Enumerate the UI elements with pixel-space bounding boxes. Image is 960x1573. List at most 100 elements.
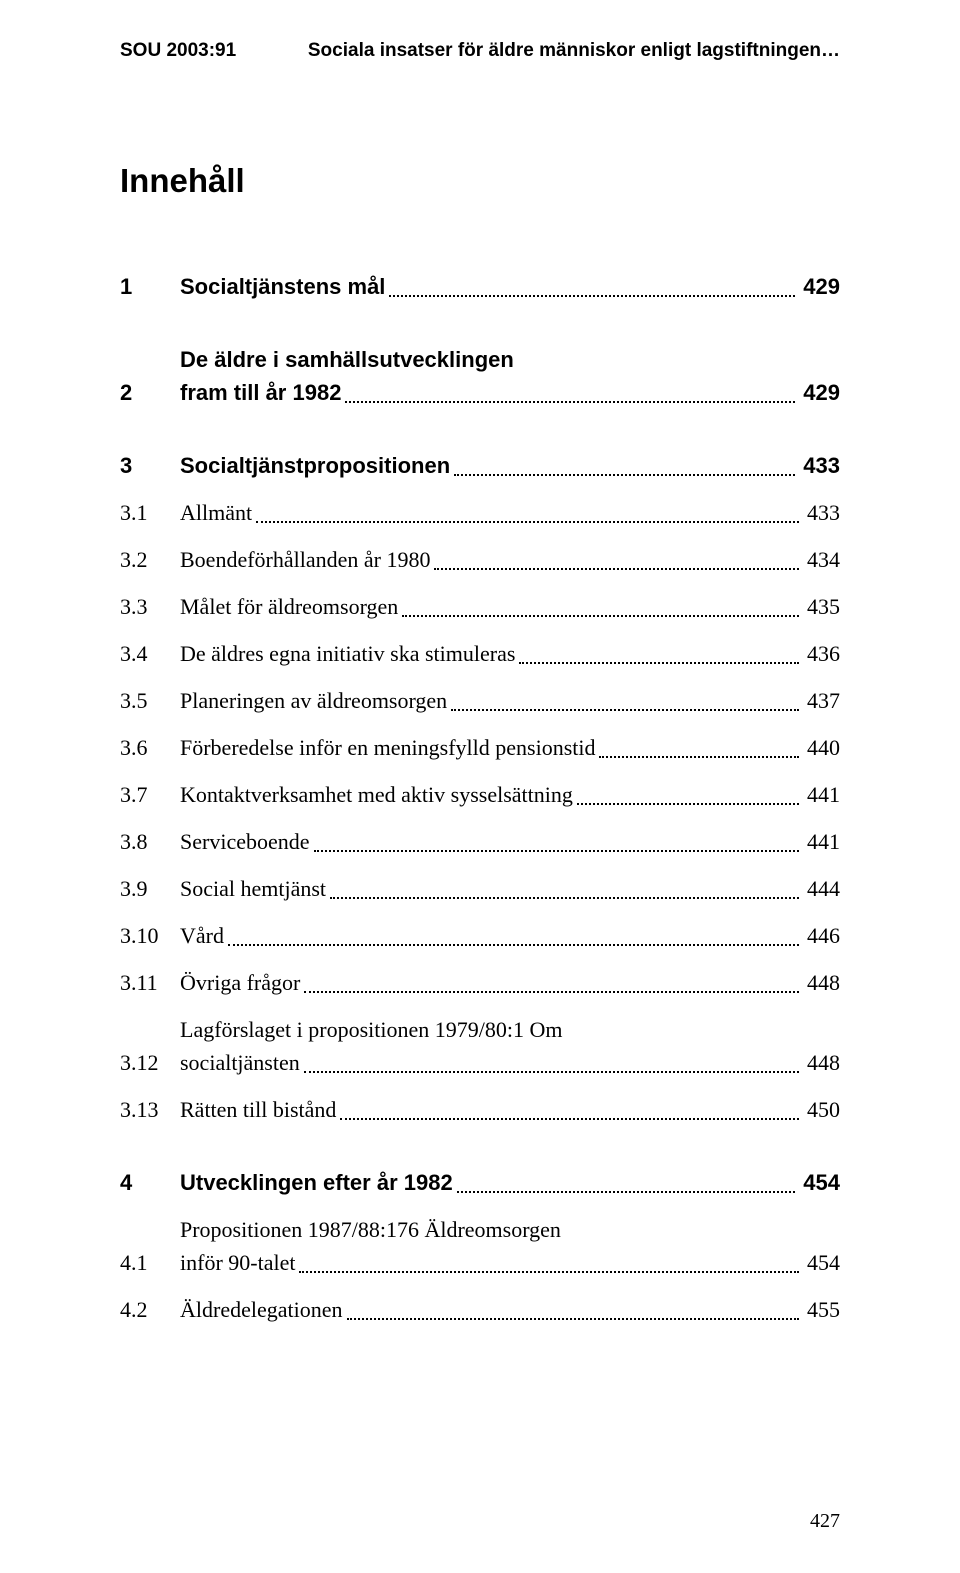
toc-leader: [599, 756, 799, 758]
toc-title: Allmänt: [180, 496, 252, 529]
toc-title-wrap: Allmänt 433: [180, 496, 840, 529]
toc-number: 3.8: [120, 825, 180, 858]
toc-title-wrap: Serviceboende 441: [180, 825, 840, 858]
toc-leader: [330, 897, 799, 899]
toc-title-lastline: socialtjänsten 448: [180, 1046, 840, 1079]
toc-title-lastline: fram till år 1982429: [180, 376, 840, 409]
toc-leader: [347, 1318, 800, 1320]
toc-page: 440: [803, 731, 840, 764]
toc-leader: [451, 709, 799, 711]
toc-page: 448: [803, 966, 840, 999]
toc-page: 437: [803, 684, 840, 717]
toc-leader: [454, 474, 795, 476]
toc-row: 4.2Äldredelegationen455: [120, 1293, 840, 1326]
toc-leader: [457, 1191, 796, 1193]
toc-row: 1Socialtjänstens mål429: [120, 270, 840, 303]
toc-title-wrap: Social hemtjänst444: [180, 872, 840, 905]
toc-leader: [314, 850, 800, 852]
toc-title-wrap: Äldredelegationen 455: [180, 1293, 840, 1326]
toc-leader: [299, 1271, 799, 1273]
toc-row: 2De äldre i samhällsutvecklingenfram til…: [120, 343, 840, 409]
toc-title: Kontaktverksamhet med aktiv sysselsättni…: [180, 778, 573, 811]
toc-number: 3.5: [120, 684, 180, 717]
toc-page: 433: [799, 449, 840, 482]
toc-leader: [389, 295, 795, 297]
toc-number: 3.4: [120, 637, 180, 670]
toc-row: 3.5Planeringen av äldreomsorgen437: [120, 684, 840, 717]
toc-page: 448: [803, 1046, 840, 1079]
toc-row: 3.10Vård446: [120, 919, 840, 952]
toc-number: 4.1: [120, 1246, 180, 1279]
toc-title-wrap: Socialtjänstens mål 429: [180, 270, 840, 303]
toc-page: 436: [803, 637, 840, 670]
toc-page: 435: [803, 590, 840, 623]
toc: 1Socialtjänstens mål4292De äldre i samhä…: [120, 270, 840, 1326]
toc-title: Socialtjänstens mål: [180, 270, 385, 303]
toc-page: 433: [803, 496, 840, 529]
toc-title-line2: socialtjänsten: [180, 1046, 300, 1079]
toc-title-wrap: De äldre i samhällsutvecklingenfram till…: [180, 343, 840, 409]
toc-row: 3.9Social hemtjänst444: [120, 872, 840, 905]
toc-title: Övriga frågor: [180, 966, 300, 999]
toc-title-wrap: Förberedelse inför en meningsfylld pensi…: [180, 731, 840, 764]
toc-row: 3Socialtjänstpropositionen433: [120, 449, 840, 482]
toc-page: 455: [803, 1293, 840, 1326]
toc-title-wrap: Planeringen av äldreomsorgen437: [180, 684, 840, 717]
toc-title-line2: inför 90-talet: [180, 1246, 295, 1279]
toc-title: Förberedelse inför en meningsfylld pensi…: [180, 731, 595, 764]
toc-title-wrap: Lagförslaget i propositionen 1979/80:1 O…: [180, 1013, 840, 1079]
toc-title-line1: De äldre i samhällsutvecklingen: [180, 343, 840, 376]
toc-title: Social hemtjänst: [180, 872, 326, 905]
toc-title: Vård: [180, 919, 224, 952]
toc-leader: [345, 401, 795, 403]
toc-title-line1: Propositionen 1987/88:176 Äldreomsorgen: [180, 1213, 840, 1246]
toc-title-wrap: Målet för äldreomsorgen435: [180, 590, 840, 623]
toc-title-wrap: Övriga frågor 448: [180, 966, 840, 999]
toc-number: 3.11: [120, 966, 180, 999]
toc-title: Boendeförhållanden år 1980: [180, 543, 430, 576]
page: SOU 2003:91 Sociala insatser för äldre m…: [0, 0, 960, 1573]
toc-number: 3.3: [120, 590, 180, 623]
toc-title: De äldres egna initiativ ska stimuleras: [180, 637, 515, 670]
toc-title-line1: Lagförslaget i propositionen 1979/80:1 O…: [180, 1013, 840, 1046]
toc-number: 3: [120, 449, 180, 482]
toc-page: 441: [803, 778, 840, 811]
toc-title-line2: fram till år 1982: [180, 376, 341, 409]
toc-page: 441: [803, 825, 840, 858]
toc-leader: [304, 1071, 799, 1073]
toc-row: 3.7Kontaktverksamhet med aktiv sysselsät…: [120, 778, 840, 811]
toc-row: 3.8Serviceboende 441: [120, 825, 840, 858]
toc-title-wrap: Utvecklingen efter år 1982454: [180, 1166, 840, 1199]
toc-leader: [402, 615, 799, 617]
toc-row: 4.1Propositionen 1987/88:176 Äldreomsorg…: [120, 1213, 840, 1279]
toc-number: 3.7: [120, 778, 180, 811]
toc-title-wrap: Propositionen 1987/88:176 Äldreomsorgeni…: [180, 1213, 840, 1279]
toc-leader: [256, 521, 799, 523]
toc-page: 446: [803, 919, 840, 952]
header-left: SOU 2003:91: [120, 40, 236, 62]
running-header: SOU 2003:91 Sociala insatser för äldre m…: [120, 40, 840, 62]
toc-leader: [577, 803, 799, 805]
toc-page: 450: [803, 1093, 840, 1126]
page-number: 427: [810, 1510, 840, 1533]
toc-title-wrap: Boendeförhållanden år 1980434: [180, 543, 840, 576]
toc-number: 3.12: [120, 1046, 180, 1079]
toc-title: Serviceboende: [180, 825, 310, 858]
toc-title: Äldredelegationen: [180, 1293, 343, 1326]
toc-number: 3.2: [120, 543, 180, 576]
toc-page: 429: [799, 270, 840, 303]
toc-row: 3.6Förberedelse inför en meningsfylld pe…: [120, 731, 840, 764]
toc-number: 2: [120, 376, 180, 409]
toc-title-wrap: Rätten till bistånd 450: [180, 1093, 840, 1126]
toc-page: 454: [803, 1246, 840, 1279]
toc-number: 3.1: [120, 496, 180, 529]
toc-row: 3.12Lagförslaget i propositionen 1979/80…: [120, 1013, 840, 1079]
toc-title: Rätten till bistånd: [180, 1093, 336, 1126]
toc-row: 3.13Rätten till bistånd450: [120, 1093, 840, 1126]
toc-row: 4Utvecklingen efter år 1982454: [120, 1166, 840, 1199]
toc-leader: [519, 662, 799, 664]
toc-title-wrap: Socialtjänstpropositionen433: [180, 449, 840, 482]
toc-number: 3.6: [120, 731, 180, 764]
toc-leader: [434, 568, 799, 570]
toc-page: 454: [799, 1166, 840, 1199]
